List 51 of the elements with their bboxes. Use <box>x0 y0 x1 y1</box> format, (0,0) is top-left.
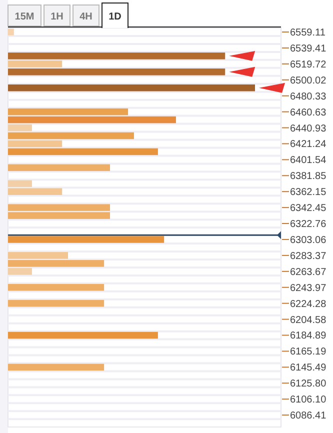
bar <box>8 52 226 60</box>
bar <box>8 364 104 371</box>
bar <box>8 332 158 339</box>
bar <box>8 124 32 132</box>
bar <box>8 108 128 116</box>
bar <box>8 236 164 243</box>
y-tick-label: 6401.54 <box>290 155 327 166</box>
text: 15M <box>14 12 34 22</box>
y-tick-label: 6322.76 <box>290 219 327 230</box>
bar <box>8 260 104 267</box>
y-tick-label: 6519.72 <box>290 59 327 70</box>
y-tick-label: 6086.41 <box>290 410 327 422</box>
text: 4H <box>80 12 92 22</box>
y-tick-label: 6224.28 <box>290 298 327 310</box>
bar <box>8 180 32 188</box>
bar <box>8 28 14 36</box>
y-tick-label: 6500.02 <box>290 75 327 86</box>
y-tick-label: 6381.85 <box>290 171 327 182</box>
y-tick-label: 6125.80 <box>290 378 327 390</box>
bar <box>8 132 134 140</box>
y-tick-label: 6480.33 <box>290 91 327 102</box>
y-tick-label: 6145.49 <box>290 362 327 374</box>
bar <box>8 284 104 291</box>
y-tick-label: 6460.63 <box>290 107 327 118</box>
text: 1H <box>50 12 64 22</box>
bar <box>8 140 62 148</box>
bar <box>8 68 226 76</box>
bar <box>8 116 176 124</box>
y-tick-label: 6263.67 <box>290 266 327 278</box>
bar <box>8 188 62 195</box>
y-tick-label: 6362.15 <box>290 187 327 198</box>
y-tick-label: 6204.58 <box>290 314 327 326</box>
y-tick-label: 6165.19 <box>290 346 327 358</box>
bar <box>8 300 104 307</box>
bar <box>8 148 158 156</box>
y-tick-label: 6421.24 <box>290 139 327 150</box>
y-tick-label: 6303.06 <box>290 234 327 246</box>
y-tick-label: 6283.37 <box>290 250 327 262</box>
y-tick-label: 6184.89 <box>290 330 327 342</box>
bar <box>8 60 62 68</box>
y-tick-label: 6243.97 <box>290 282 327 294</box>
bar <box>8 84 255 92</box>
bar <box>8 252 68 259</box>
y-tick-label: 6342.45 <box>290 203 327 214</box>
y-tick-label: 6539.41 <box>290 43 327 54</box>
text: 1D <box>108 12 122 22</box>
y-tick-label: 6559.11 <box>290 27 326 38</box>
y-tick-label: 6440.93 <box>290 123 327 134</box>
bar <box>8 268 32 275</box>
bar <box>8 164 110 172</box>
y-tick-label: 6106.10 <box>290 394 327 406</box>
